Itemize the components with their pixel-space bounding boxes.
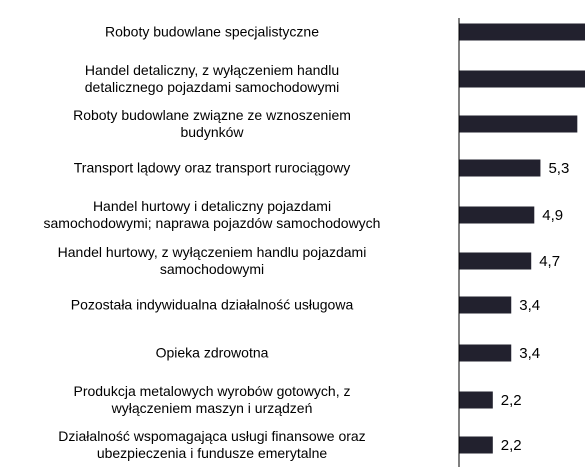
category-label: Transport lądowy oraz transport rurociąg… (73, 159, 351, 176)
bar (459, 391, 493, 409)
category-label: Handel hurtowy i detaliczny pojazdami sa… (43, 198, 381, 231)
category-label: Działalność wspomagająca usługi finansow… (58, 428, 366, 461)
bar (459, 436, 493, 454)
category-label: Handel detaliczny, z wyłączeniem handlu … (84, 62, 340, 95)
value-label: 5,3 (548, 160, 569, 177)
value-label: 3,4 (519, 345, 540, 362)
value-label: 4,9 (542, 207, 563, 224)
bar (459, 252, 532, 270)
category-label: Produkcja metalowych wyrobów gotowych, z… (73, 383, 351, 416)
bar (459, 344, 512, 362)
bar (459, 159, 541, 177)
category-label: Opieka zdrowotna (155, 344, 269, 361)
category-label: Roboty budowlane specjalistyczne (104, 23, 319, 40)
bar (459, 296, 512, 314)
value-label: 4,7 (539, 253, 560, 270)
value-label: 2,2 (501, 392, 522, 409)
category-label: Roboty budowlane związne ze wznoszeniem … (73, 107, 351, 140)
bar (459, 23, 585, 41)
category-label: Handel hurtowy, z wyłączeniem handlu poj… (57, 244, 367, 277)
value-label: 3,4 (519, 297, 540, 314)
bar (459, 115, 578, 133)
bar (459, 70, 585, 88)
category-label: Pozostała indywidualna działalność usług… (70, 296, 354, 313)
bar (459, 206, 535, 224)
value-label: 2,2 (501, 437, 522, 454)
